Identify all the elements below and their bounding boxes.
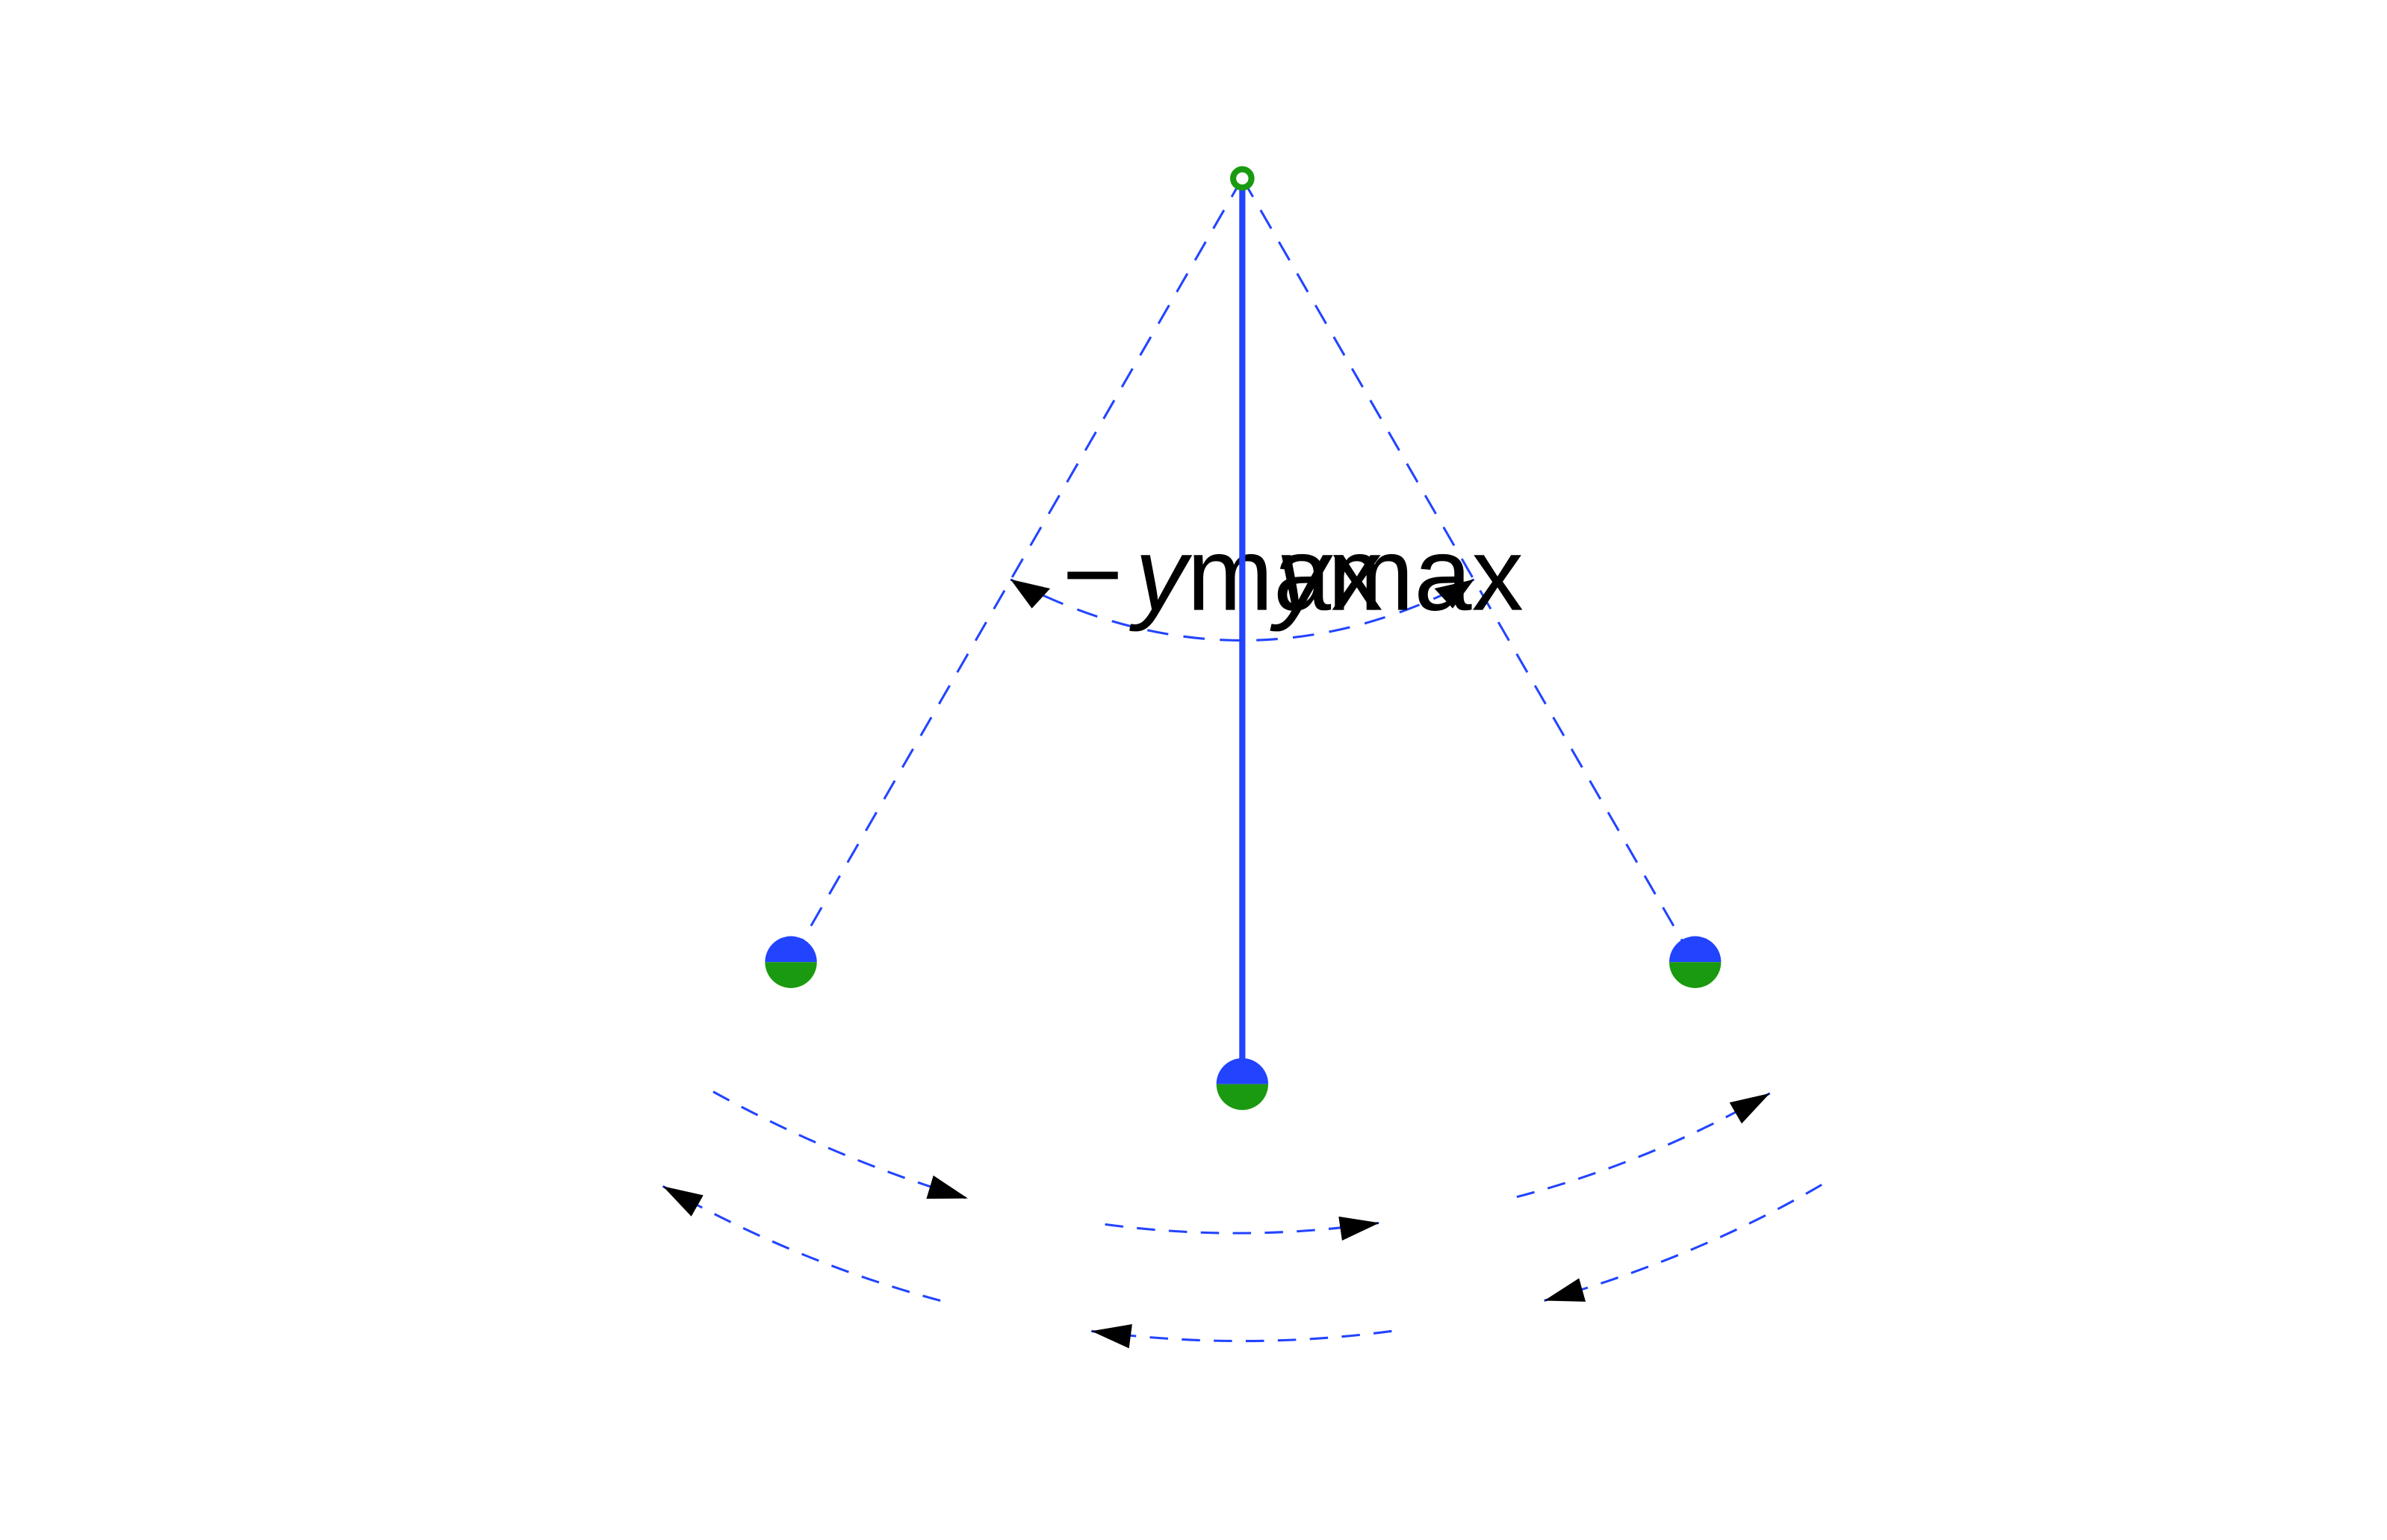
- negative-ymax-label: − ymax: [1062, 517, 1382, 633]
- var-subscript: max: [1187, 517, 1382, 633]
- positive-ymax-label: ymax: [1270, 517, 1524, 633]
- bob-right-extreme: [1669, 936, 1722, 988]
- angle-arc: [1010, 578, 1475, 642]
- motion-arrow-upper-center: [1105, 1216, 1380, 1241]
- motion-arrow-lower-center: [1091, 1324, 1392, 1349]
- motion-arrow-lower-left: [662, 1185, 941, 1302]
- left-extreme-string: [789, 178, 1244, 961]
- bob-left-extreme: [765, 936, 817, 988]
- right-extreme-string: [1241, 178, 1695, 961]
- var-subscript: max: [1328, 517, 1524, 633]
- var-symbol: y: [1129, 517, 1193, 633]
- angle-arrow-left: [1011, 579, 1051, 609]
- minus-sign: −: [1062, 517, 1123, 633]
- motion-arrow-upper-left: [713, 1090, 969, 1200]
- motion-arrow-upper-right: [1516, 1092, 1771, 1199]
- var-symbol: y: [1270, 517, 1333, 633]
- pivot-point: [1229, 166, 1255, 191]
- bob-center: [1216, 1058, 1269, 1111]
- motion-arrow-lower-right: [1544, 1183, 1822, 1302]
- angle-arrow-right: [1434, 579, 1474, 609]
